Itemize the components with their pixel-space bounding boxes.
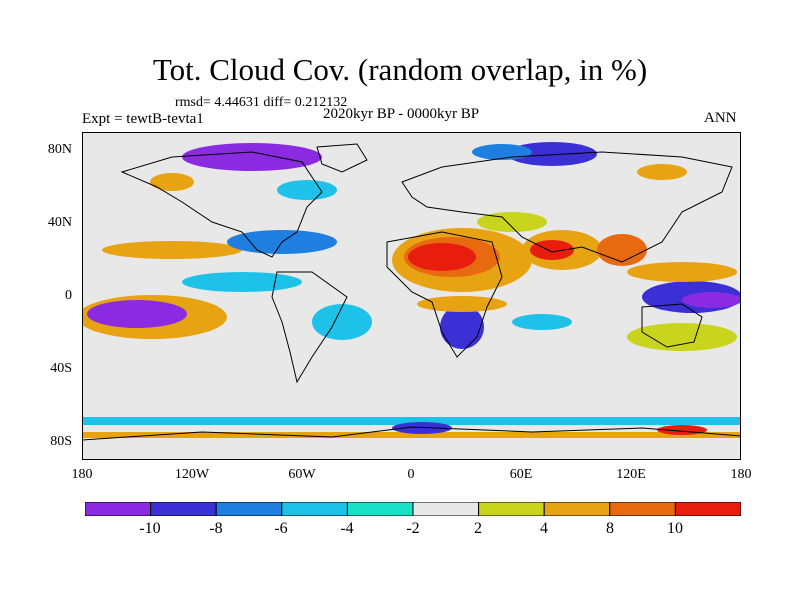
stats-text: rmsd= 4.44631 diff= 0.212132 xyxy=(175,95,348,110)
coastline-north-america xyxy=(120,151,323,258)
anomaly-patch xyxy=(472,144,532,160)
colorbar-label: 4 xyxy=(540,520,548,537)
anomaly-patch xyxy=(507,142,597,166)
anomaly-patch xyxy=(530,240,574,260)
anomaly-patch xyxy=(408,243,476,271)
colorbar-swatch xyxy=(609,502,676,516)
coastline-antarctica xyxy=(82,426,741,441)
lon-tick-label: 60E xyxy=(509,467,533,482)
lat-tick-label: 80S xyxy=(50,434,72,449)
anomaly-patch xyxy=(440,305,484,349)
anomaly-patch xyxy=(277,180,337,200)
anomaly-patch xyxy=(627,262,737,282)
anomaly-patch xyxy=(102,241,242,259)
lon-tick-label: 180 xyxy=(71,467,93,482)
experiment-label: Expt = tewtB-tevta1 xyxy=(82,111,204,127)
colorbar-label: 10 xyxy=(667,520,683,537)
lat-tick-label: 0 xyxy=(65,288,72,303)
colorbar-swatch xyxy=(543,502,611,516)
colorbar-label: -2 xyxy=(406,520,420,537)
period-label: 2020kyr BP - 0000kyr BP xyxy=(323,106,480,122)
lat-tick-label: 40N xyxy=(47,215,72,230)
lon-tick-label: 180 xyxy=(730,467,752,482)
colorbar-label: 8 xyxy=(606,520,614,537)
season-label: ANN xyxy=(704,110,737,126)
anomaly-patch xyxy=(392,422,452,434)
coastline-south-america xyxy=(271,271,348,384)
map-title: Tot. Cloud Cov. (random overlap, in %) xyxy=(152,52,648,87)
anomaly-patch xyxy=(182,143,322,171)
colorbar xyxy=(85,502,741,516)
anomaly-patch xyxy=(182,272,302,292)
colorbar-label: -4 xyxy=(340,520,354,537)
colorbar-swatch xyxy=(478,502,545,516)
colorbar-swatch xyxy=(215,502,283,516)
lon-tick-label: 120E xyxy=(616,467,646,482)
anomaly-patch xyxy=(637,164,687,180)
coastlines xyxy=(82,143,741,441)
anomaly-patch xyxy=(627,323,737,351)
colorbar-label: 2 xyxy=(474,520,482,537)
colorbar-swatch xyxy=(674,502,741,516)
anomaly-patch xyxy=(477,212,547,232)
anomaly-field xyxy=(82,142,741,438)
coastline-greenland xyxy=(316,143,368,173)
lon-tick-label: 0 xyxy=(407,467,415,482)
anomaly-patch xyxy=(512,314,572,330)
colorbar-label: -6 xyxy=(274,520,288,537)
colorbar-swatch xyxy=(150,502,217,516)
anomaly-patch xyxy=(150,173,194,191)
colorbar-label: -10 xyxy=(139,520,161,537)
map-frame xyxy=(82,132,741,460)
lat-tick-label: 80N xyxy=(47,142,72,157)
coastline-africa xyxy=(386,231,503,358)
anomaly-patch xyxy=(312,304,372,340)
anomaly-band xyxy=(82,432,741,438)
colorbar-swatch xyxy=(412,502,480,516)
lon-tick-label: 120W xyxy=(174,467,210,482)
anomaly-patch xyxy=(597,234,647,266)
anomaly-patch xyxy=(682,292,741,308)
coastline-australia xyxy=(641,303,703,348)
map-panel xyxy=(82,132,741,460)
lon-tick-label: 60W xyxy=(288,467,316,482)
anomaly-patch xyxy=(87,300,187,328)
anomaly-band xyxy=(82,417,741,425)
coastline-eurasia xyxy=(401,151,733,263)
colorbar-swatch xyxy=(346,502,414,516)
colorbar-swatch xyxy=(281,502,348,516)
anomaly-patch xyxy=(417,296,507,312)
map-background xyxy=(82,132,741,460)
colorbar-label: -8 xyxy=(209,520,223,537)
colorbar-swatch xyxy=(85,502,152,516)
lat-tick-label: 40S xyxy=(50,361,72,376)
